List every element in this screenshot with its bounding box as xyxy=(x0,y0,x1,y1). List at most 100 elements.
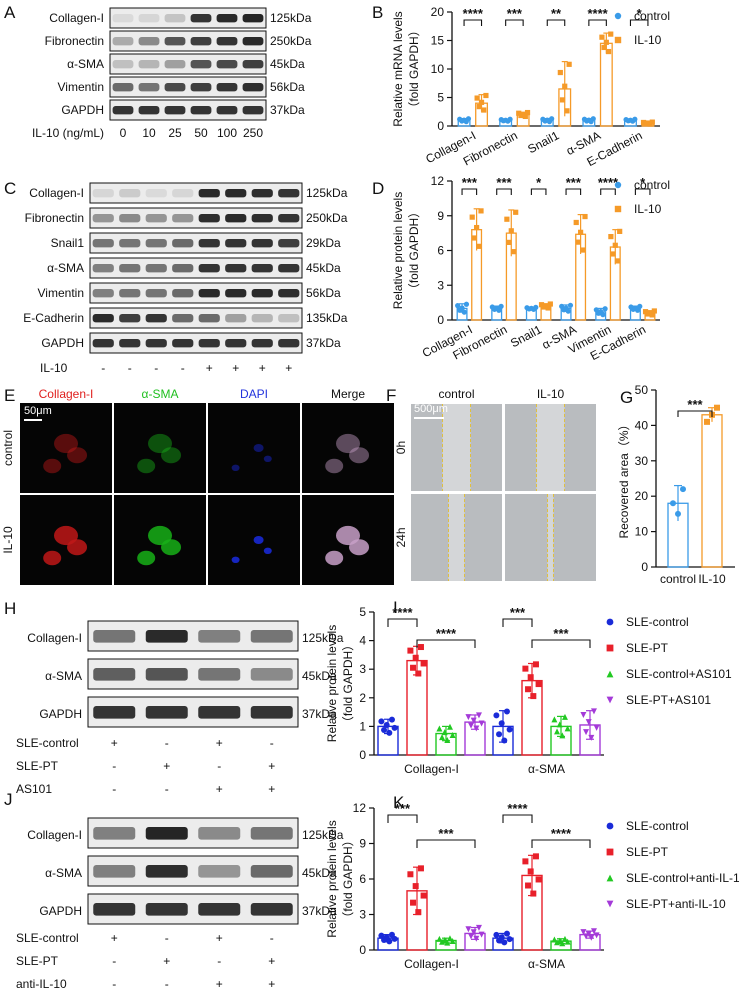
blot-strip xyxy=(109,53,267,75)
column-label: IL-10 xyxy=(537,387,565,401)
blot-band xyxy=(172,314,194,323)
blot-band xyxy=(198,189,220,198)
condition-value: + xyxy=(163,759,170,773)
data-point xyxy=(527,868,534,875)
blot-band xyxy=(190,60,212,69)
condition-label: AS101 xyxy=(16,782,52,796)
condition-label: IL-10 (ng/mL) xyxy=(32,126,104,140)
data-point xyxy=(470,929,477,936)
data-point xyxy=(606,670,614,678)
blot-band xyxy=(119,339,141,348)
data-point xyxy=(386,938,393,945)
data-point xyxy=(530,693,537,700)
data-point xyxy=(582,213,588,220)
data-point xyxy=(455,303,461,309)
data-point xyxy=(449,938,456,945)
channel-label: α-SMA xyxy=(142,387,179,401)
cell xyxy=(349,539,370,556)
blot-band xyxy=(278,189,300,198)
blot-strip xyxy=(109,7,267,29)
y-tick-label: 12 xyxy=(353,801,367,815)
blot-band xyxy=(93,706,136,719)
blot-band xyxy=(138,83,160,92)
blot-band xyxy=(225,314,247,323)
blot-band xyxy=(216,60,238,69)
condition-value: + xyxy=(216,736,223,750)
protein-label: Collagen-I xyxy=(27,631,82,645)
data-point xyxy=(532,661,539,668)
data-point xyxy=(670,500,676,507)
condition-value: + xyxy=(285,361,292,375)
significance-bracket xyxy=(530,188,547,195)
significance-stars: *** xyxy=(438,826,454,841)
legend-label: SLE-PT xyxy=(626,641,669,655)
data-point xyxy=(439,938,446,945)
data-point xyxy=(614,258,621,264)
data-point xyxy=(602,306,608,312)
blot-band xyxy=(251,339,273,348)
blot-band xyxy=(138,60,160,69)
kda-label: 250kDa xyxy=(270,34,312,48)
data-point xyxy=(561,713,568,720)
x-tick-label: Collagen-I xyxy=(404,957,459,971)
cell xyxy=(325,550,344,566)
data-point xyxy=(590,708,597,715)
protein-label: Collagen-I xyxy=(27,828,82,842)
data-point xyxy=(386,729,393,736)
significance-stars: ** xyxy=(551,6,562,21)
legend-label: SLE-PT+anti-IL-10 xyxy=(626,897,726,911)
condition-label: SLE-PT xyxy=(16,759,59,773)
data-point xyxy=(525,686,532,693)
data-point xyxy=(441,729,448,736)
y-tick-label: 0 xyxy=(437,313,444,327)
data-point xyxy=(585,930,592,937)
condition-label: IL-10 xyxy=(40,361,68,375)
significance-bracket xyxy=(387,618,418,627)
protein-label: Vimentin xyxy=(58,80,104,94)
blot-band xyxy=(93,827,136,840)
data-point xyxy=(383,721,390,728)
significance-bracket xyxy=(496,188,512,195)
cell xyxy=(231,556,240,563)
blot-band xyxy=(145,865,188,878)
data-point xyxy=(614,36,622,44)
condition-value: + xyxy=(268,977,275,991)
blot-band xyxy=(119,214,141,223)
panel-label: C xyxy=(4,179,16,198)
cell xyxy=(253,536,264,544)
data-point xyxy=(473,725,480,732)
data-point xyxy=(470,717,477,724)
blot-band xyxy=(278,289,300,298)
condition-value: 100 xyxy=(217,126,237,140)
blot-band xyxy=(93,630,136,643)
blot-band xyxy=(190,37,212,46)
blot-band xyxy=(172,264,194,273)
blot-strip xyxy=(109,99,267,121)
data-point xyxy=(649,312,655,318)
data-point xyxy=(608,234,614,240)
blot-band xyxy=(164,83,186,92)
blot-band xyxy=(216,83,238,92)
data-point xyxy=(501,737,508,744)
significance-bracket xyxy=(416,839,476,848)
condition-value: - xyxy=(112,977,116,991)
condition-value: - xyxy=(217,759,221,773)
y-axis-label: Recovered area（%） xyxy=(617,418,631,538)
blot-band xyxy=(225,289,247,298)
kda-label: 56kDa xyxy=(270,80,305,94)
blot-band xyxy=(242,14,264,23)
condition-label: anti-IL-10 xyxy=(16,977,67,991)
blot-band xyxy=(172,289,194,298)
cell xyxy=(263,547,272,554)
data-point xyxy=(391,935,398,942)
panel-label: I xyxy=(393,598,398,617)
blot-strip xyxy=(89,307,303,329)
blot-band xyxy=(251,214,273,223)
legend-label: SLE-control+anti-IL-10 xyxy=(626,871,739,885)
blot-band xyxy=(198,630,241,643)
significance-bracket xyxy=(502,814,533,823)
condition-value: + xyxy=(111,931,118,945)
significance-stars: *** xyxy=(553,626,569,641)
data-point xyxy=(473,935,480,942)
data-point xyxy=(503,930,510,937)
